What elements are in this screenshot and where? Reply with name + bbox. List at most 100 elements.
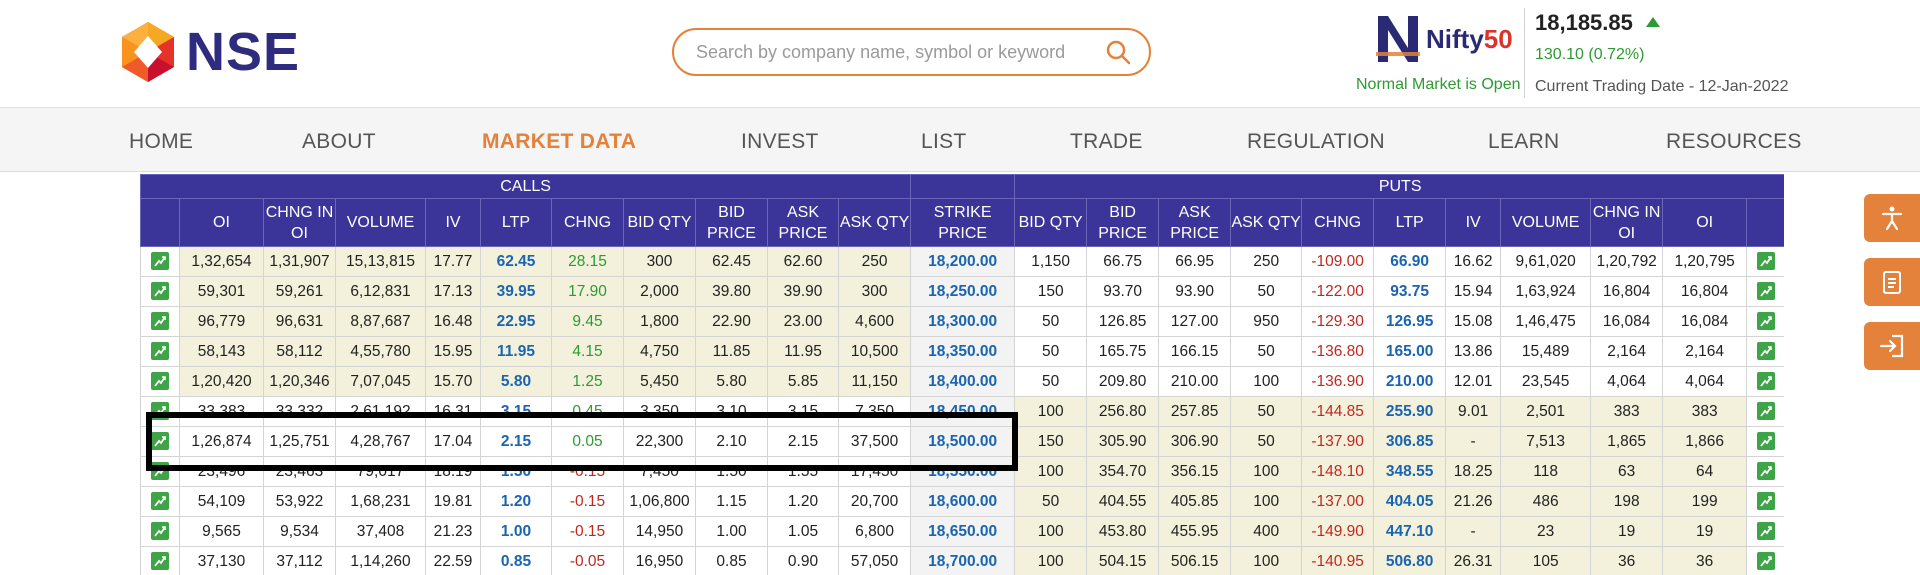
search-box[interactable]: Search by company name, symbol or keywor… — [672, 28, 1151, 76]
call-cell[interactable]: 39.95 — [480, 276, 552, 307]
call-col-header: VOLUME — [335, 198, 426, 247]
call-cell[interactable]: 0.85 — [480, 546, 552, 575]
put-cell: 257.85 — [1158, 396, 1232, 427]
put-cell: -122.00 — [1301, 276, 1375, 307]
call-cell: 15,13,815 — [335, 246, 426, 277]
call-cell: 57,050 — [837, 546, 912, 575]
clipboard-button[interactable] — [1864, 258, 1920, 306]
nse-logo[interactable]: NSE — [116, 20, 300, 84]
nav-regulation[interactable]: REGULATION — [1247, 130, 1385, 153]
chart-icon[interactable] — [151, 372, 169, 391]
nifty-word-text: Nifty — [1426, 23, 1484, 54]
nav-about[interactable]: ABOUT — [302, 130, 376, 153]
put-cell: -137.90 — [1301, 426, 1375, 457]
put-cell[interactable]: 126.95 — [1373, 306, 1447, 337]
put-cell: 64 — [1662, 456, 1748, 487]
call-cell[interactable]: 11.95 — [480, 336, 552, 367]
main-nav: HOME ABOUT MARKET DATA INVEST LIST TRADE… — [0, 108, 1920, 172]
table-row: 1,26,874 1,25,751 4,28,767 17.04 2.15 0.05 22,… — [140, 426, 1784, 457]
put-cell[interactable]: 306.85 — [1373, 426, 1447, 457]
chart-cell — [140, 306, 180, 337]
call-cell: 4,28,767 — [335, 426, 426, 457]
call-cell: 37,130 — [179, 546, 264, 575]
chart-icon[interactable] — [151, 462, 169, 481]
chart-icon[interactable] — [1757, 402, 1776, 421]
strike-price-cell[interactable]: 18,650.00 — [910, 516, 1016, 547]
chart-icon[interactable] — [1757, 462, 1776, 481]
chart-icon[interactable] — [1757, 252, 1776, 271]
call-cell: 37,408 — [335, 516, 426, 547]
put-cell[interactable]: 506.80 — [1373, 546, 1447, 575]
call-cell: 17,450 — [837, 456, 912, 487]
chart-icon[interactable] — [151, 492, 169, 511]
login-button[interactable] — [1864, 322, 1920, 370]
call-cell: 9,534 — [263, 516, 336, 547]
put-cell[interactable]: 447.10 — [1373, 516, 1447, 547]
chart-icon[interactable] — [151, 432, 169, 451]
chart-icon[interactable] — [1757, 552, 1776, 571]
put-cell[interactable]: 66.90 — [1373, 246, 1447, 277]
put-cell[interactable]: 348.55 — [1373, 456, 1447, 487]
chart-icon[interactable] — [151, 552, 169, 571]
chart-icon[interactable] — [1757, 432, 1776, 451]
strike-price-cell[interactable]: 18,350.00 — [910, 336, 1016, 367]
chart-icon[interactable] — [1757, 492, 1776, 511]
strike-price-cell[interactable]: 18,200.00 — [910, 246, 1016, 277]
nav-market-data[interactable]: MARKET DATA — [482, 130, 637, 153]
strike-price-cell[interactable]: 18,700.00 — [910, 546, 1016, 575]
put-cell[interactable]: 165.00 — [1373, 336, 1447, 367]
chart-icon[interactable] — [151, 282, 169, 301]
strike-price-cell[interactable]: 18,250.00 — [910, 276, 1016, 307]
call-cell: 23,496 — [179, 456, 264, 487]
call-cell: 250 — [837, 246, 912, 277]
chart-icon[interactable] — [1757, 372, 1776, 391]
strike-price-cell[interactable]: 18,600.00 — [910, 486, 1016, 517]
chart-icon[interactable] — [1757, 522, 1776, 541]
chart-icon[interactable] — [151, 342, 169, 361]
call-cell: 5.80 — [695, 366, 768, 397]
chart-icon[interactable] — [1757, 342, 1776, 361]
nav-home[interactable]: HOME — [129, 130, 194, 153]
accessibility-button[interactable] — [1864, 194, 1920, 242]
call-cell[interactable]: 1.00 — [480, 516, 552, 547]
call-cell: 96,631 — [263, 306, 336, 337]
call-cell[interactable]: 1.50 — [480, 456, 552, 487]
nav-invest[interactable]: INVEST — [741, 130, 819, 153]
nav-resources[interactable]: RESOURCES — [1666, 130, 1802, 153]
chart-icon[interactable] — [151, 252, 169, 271]
call-cell[interactable]: 3.15 — [480, 396, 552, 427]
call-cell: 21.23 — [425, 516, 481, 547]
strike-price-cell[interactable]: 18,400.00 — [910, 366, 1016, 397]
chart-icon[interactable] — [1757, 312, 1776, 331]
strike-price-cell[interactable]: 18,550.00 — [910, 456, 1016, 487]
put-cell[interactable]: 93.75 — [1373, 276, 1447, 307]
call-cell[interactable]: 1.20 — [480, 486, 552, 517]
chart-cell — [1746, 336, 1784, 367]
search-input[interactable]: Search by company name, symbol or keywor… — [696, 41, 1066, 62]
nav-learn[interactable]: LEARN — [1488, 130, 1560, 153]
put-cell: 126.85 — [1086, 306, 1160, 337]
strike-price-cell[interactable]: 18,500.00 — [910, 426, 1016, 457]
call-cell: 54,109 — [179, 486, 264, 517]
chart-icon[interactable] — [151, 312, 169, 331]
call-cell: 37,112 — [263, 546, 336, 575]
strike-price-cell[interactable]: 18,450.00 — [910, 396, 1016, 427]
chart-icon[interactable] — [151, 402, 169, 421]
nifty50-logo[interactable]: Nifty50 — [1374, 12, 1513, 66]
search-icon[interactable] — [1105, 39, 1131, 65]
nav-list[interactable]: LIST — [921, 130, 967, 153]
strike-price-cell[interactable]: 18,300.00 — [910, 306, 1016, 337]
chart-cell — [140, 516, 180, 547]
nav-trade[interactable]: TRADE — [1070, 130, 1143, 153]
call-cell[interactable]: 5.80 — [480, 366, 552, 397]
put-cell: 4,064 — [1590, 366, 1664, 397]
chart-icon[interactable] — [151, 522, 169, 541]
put-cell[interactable]: 255.90 — [1373, 396, 1447, 427]
call-col-header: IV — [425, 198, 481, 247]
call-cell[interactable]: 22.95 — [480, 306, 552, 337]
put-cell[interactable]: 404.05 — [1373, 486, 1447, 517]
call-cell[interactable]: 2.15 — [480, 426, 552, 457]
put-cell[interactable]: 210.00 — [1373, 366, 1447, 397]
call-cell[interactable]: 62.45 — [480, 246, 552, 277]
chart-icon[interactable] — [1757, 282, 1776, 301]
